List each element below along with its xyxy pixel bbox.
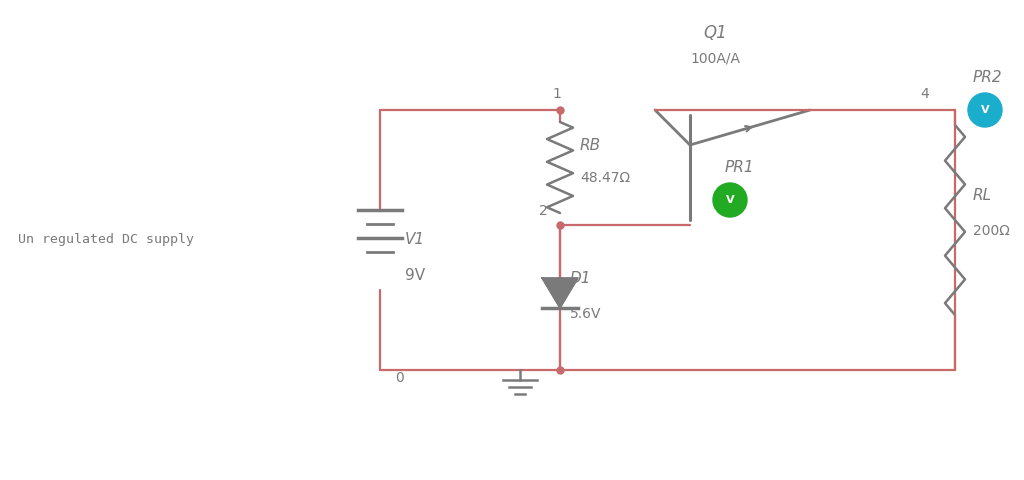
Text: RL: RL xyxy=(973,188,992,203)
Text: 9V: 9V xyxy=(406,267,425,283)
Text: 200Ω: 200Ω xyxy=(973,224,1010,238)
Text: V: V xyxy=(726,195,734,205)
Circle shape xyxy=(713,183,746,217)
Text: 2: 2 xyxy=(540,204,548,218)
Circle shape xyxy=(968,93,1002,127)
Text: Un regulated DC supply: Un regulated DC supply xyxy=(18,233,194,247)
Text: D1: D1 xyxy=(570,271,592,286)
Text: PR2: PR2 xyxy=(973,70,1002,85)
Text: PR1: PR1 xyxy=(725,160,755,175)
Text: 5.6V: 5.6V xyxy=(570,307,601,321)
Text: V: V xyxy=(981,105,989,115)
Text: 48.47Ω: 48.47Ω xyxy=(580,171,630,185)
Text: 0: 0 xyxy=(395,371,403,385)
Text: V1: V1 xyxy=(406,232,425,248)
Text: RB: RB xyxy=(580,137,601,153)
Text: Q1: Q1 xyxy=(703,24,727,42)
Text: 100A/A: 100A/A xyxy=(690,51,740,65)
Polygon shape xyxy=(542,278,578,308)
Text: 1: 1 xyxy=(552,87,561,101)
Text: 4: 4 xyxy=(920,87,929,101)
